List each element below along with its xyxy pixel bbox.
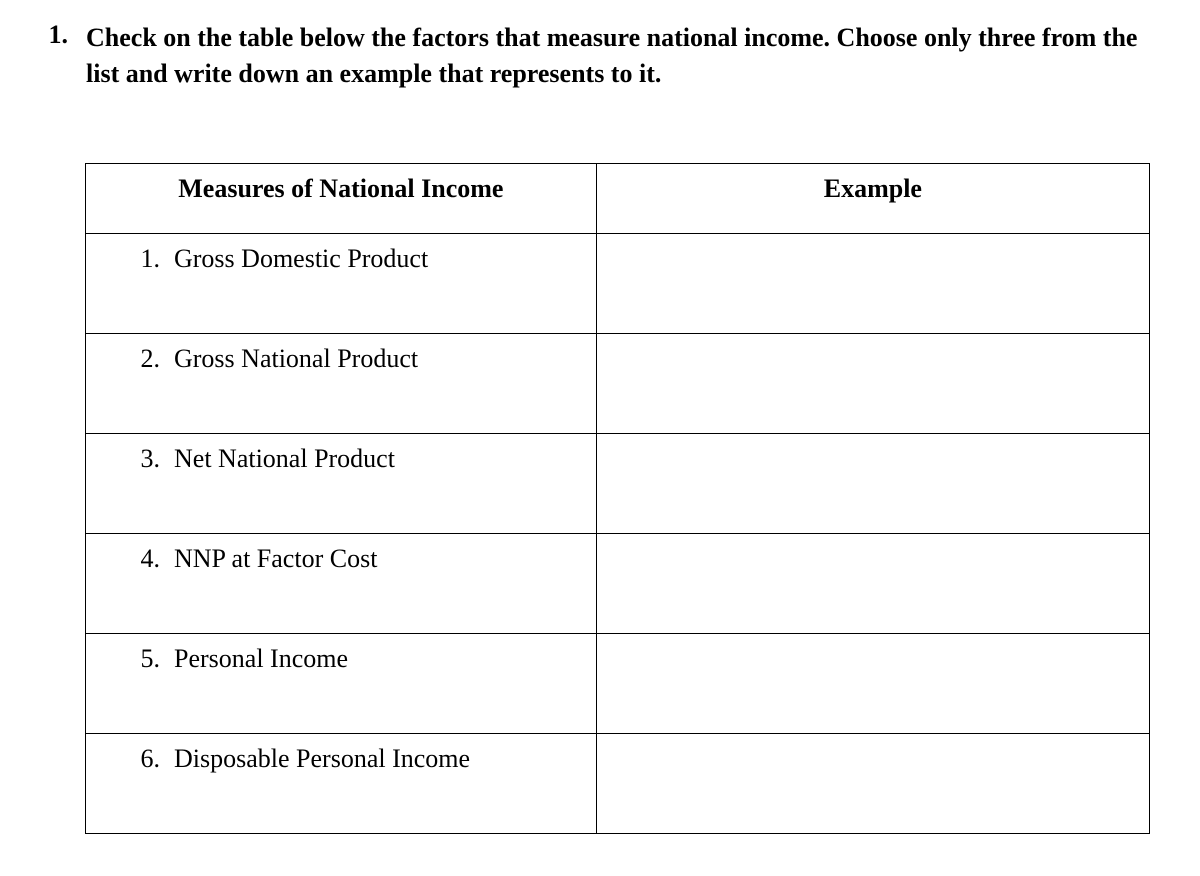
table-row: 4. NNP at Factor Cost	[86, 533, 1150, 633]
question-block: 1. Check on the table below the factors …	[40, 20, 1160, 93]
row-label: Personal Income	[174, 644, 588, 674]
header-example: Example	[596, 163, 1149, 233]
table-row: 3. Net National Product	[86, 433, 1150, 533]
header-measures: Measures of National Income	[86, 163, 597, 233]
row-label: NNP at Factor Cost	[174, 544, 588, 574]
table-row: 5. Personal Income	[86, 633, 1150, 733]
row-label: Net National Product	[174, 444, 588, 474]
row-number: 2.	[126, 344, 160, 374]
measure-cell: 3. Net National Product	[86, 433, 597, 533]
measure-cell: 1. Gross Domestic Product	[86, 233, 597, 333]
row-number: 3.	[126, 444, 160, 474]
row-number: 6.	[126, 744, 160, 774]
row-label: Gross National Product	[174, 344, 588, 374]
example-cell	[596, 533, 1149, 633]
example-cell	[596, 233, 1149, 333]
example-cell	[596, 733, 1149, 833]
row-label: Disposable Personal Income	[174, 744, 588, 774]
measure-cell: 2. Gross National Product	[86, 333, 597, 433]
table-wrapper: Measures of National Income Example 1. G…	[85, 163, 1150, 834]
example-cell	[596, 433, 1149, 533]
row-number: 1.	[126, 244, 160, 274]
table-row: 1. Gross Domestic Product	[86, 233, 1150, 333]
row-number: 4.	[126, 544, 160, 574]
measure-cell: 4. NNP at Factor Cost	[86, 533, 597, 633]
row-number: 5.	[126, 644, 160, 674]
table-header-row: Measures of National Income Example	[86, 163, 1150, 233]
measure-cell: 5. Personal Income	[86, 633, 597, 733]
example-cell	[596, 633, 1149, 733]
question-number: 1.	[40, 20, 68, 50]
question-text: Check on the table below the factors tha…	[86, 20, 1160, 93]
row-label: Gross Domestic Product	[174, 244, 588, 274]
example-cell	[596, 333, 1149, 433]
table-row: 2. Gross National Product	[86, 333, 1150, 433]
measure-cell: 6. Disposable Personal Income	[86, 733, 597, 833]
table-row: 6. Disposable Personal Income	[86, 733, 1150, 833]
national-income-table: Measures of National Income Example 1. G…	[85, 163, 1150, 834]
